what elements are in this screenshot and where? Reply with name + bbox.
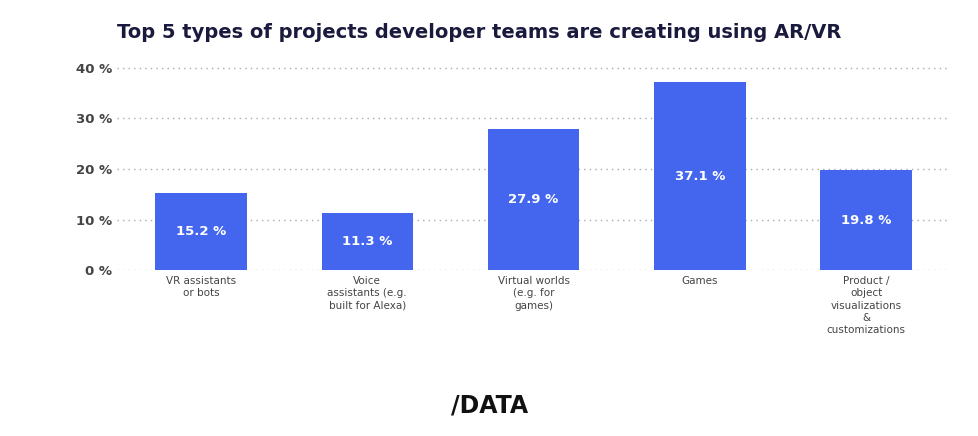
Bar — [820, 170, 911, 270]
Bar — [653, 82, 745, 270]
Bar — [487, 129, 579, 270]
Bar — [156, 193, 246, 270]
Text: /DATA: /DATA — [451, 393, 527, 418]
Text: 19.8 %: 19.8 % — [840, 214, 890, 227]
Bar — [321, 213, 413, 270]
Text: 15.2 %: 15.2 % — [176, 225, 226, 238]
Text: 11.3 %: 11.3 % — [341, 235, 392, 248]
Text: 37.1 %: 37.1 % — [674, 170, 725, 183]
Text: Top 5 types of projects developer teams are creating using AR/VR: Top 5 types of projects developer teams … — [117, 24, 841, 42]
Text: 27.9 %: 27.9 % — [508, 193, 558, 206]
